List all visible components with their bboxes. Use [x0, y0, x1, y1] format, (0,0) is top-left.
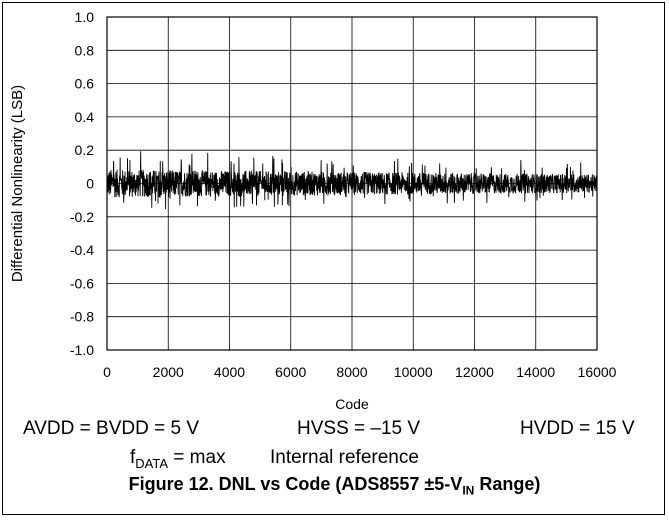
y-tick-label: -0.8	[70, 309, 94, 325]
y-tick-label: -0.6	[70, 275, 94, 291]
condition-reference: Internal reference	[270, 447, 419, 468]
fdata-subscript: DATA	[135, 455, 169, 471]
y-tick-label: -1.0	[70, 342, 94, 358]
fdata-f: f	[130, 447, 136, 468]
caption-end: Range)	[474, 474, 541, 494]
condition-fdata: fDATA = max	[130, 447, 226, 471]
y-tick-label: 0.8	[75, 42, 95, 58]
x-tick-label: 8000	[336, 364, 367, 380]
x-tick-label: 12000	[455, 364, 494, 380]
x-tick-label: 10000	[394, 364, 433, 380]
caption-subscript: IN	[462, 483, 475, 498]
y-axis-label: Differential Nonlinearity (LSB)	[9, 85, 26, 282]
condition-avdd: AVDD = BVDD = 5 V	[23, 418, 199, 439]
figure-frame	[2, 2, 665, 515]
x-tick-label: 4000	[214, 364, 245, 380]
y-tick-label: 0.2	[75, 142, 95, 158]
dnl-series	[106, 151, 598, 210]
x-tick-label: 0	[103, 364, 111, 380]
x-tick-label: 16000	[578, 364, 617, 380]
x-axis-label: Code	[335, 396, 369, 412]
x-tick-label: 6000	[275, 364, 306, 380]
dnl-trace	[106, 151, 598, 210]
y-tick-label: 1.0	[75, 9, 95, 25]
plot-area-border	[106, 16, 598, 351]
x-tick-label: 2000	[153, 364, 184, 380]
y-tick-label: 0.4	[75, 109, 95, 125]
y-tick-labels: 1.0 0.8 0.6 0.4 0.2 0 -0.2 -0.4 -0.6 -0.8 -1.0	[70, 9, 94, 358]
caption-main: Figure 12. DNL vs Code (ADS8557 ±5-V	[128, 474, 463, 494]
figure-caption: Figure 12. DNL vs Code (ADS8557 ±5-VIN R…	[0, 474, 669, 498]
fdata-value: = max	[168, 447, 226, 468]
condition-hvdd: HVDD = 15 V	[520, 418, 635, 439]
condition-hvss: HVSS = –15 V	[297, 418, 421, 439]
y-tick-label: 0.6	[75, 76, 95, 92]
x-tick-label: 14000	[516, 364, 555, 380]
y-tick-label: 0	[86, 176, 94, 192]
y-tick-label: -0.4	[70, 242, 94, 258]
x-tick-labels: 0 2000 4000 6000 8000 10000 12000 14000 16000	[103, 364, 617, 380]
y-tick-label: -0.2	[70, 209, 94, 225]
